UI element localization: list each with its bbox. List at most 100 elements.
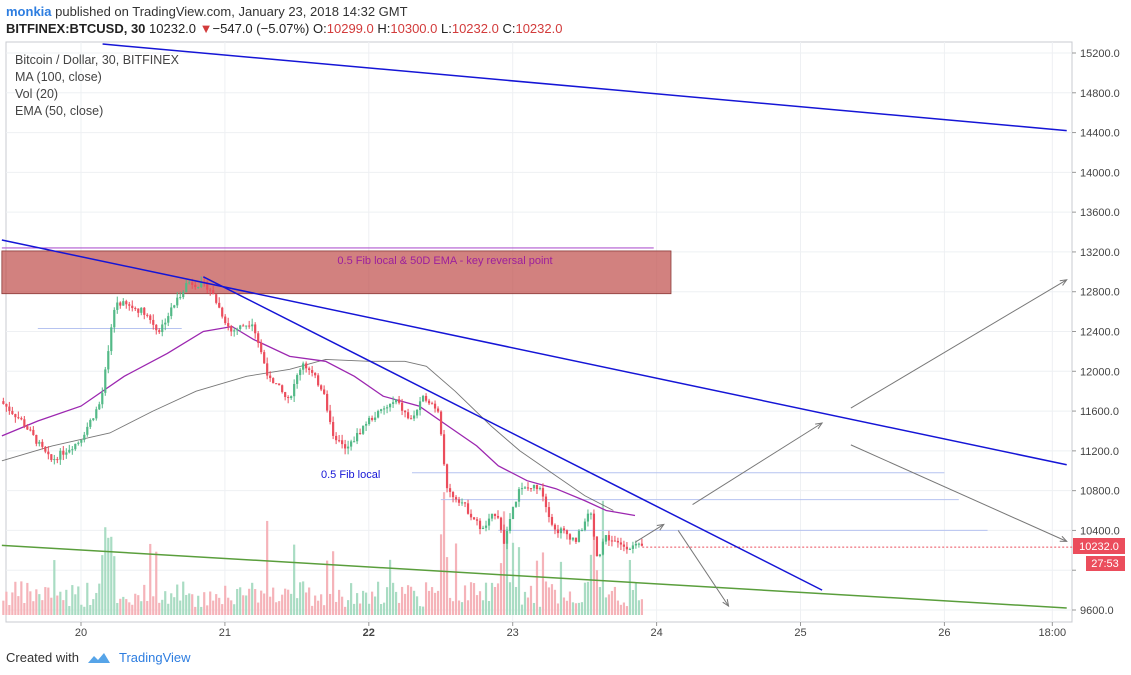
volume-bar: [311, 605, 314, 615]
volume-bar: [406, 585, 410, 615]
volume-bar: [290, 593, 293, 615]
volume-bar: [122, 596, 125, 615]
ohlc-low: 10232.0: [451, 21, 499, 36]
volume-bar: [95, 592, 98, 615]
candle-body: [86, 426, 89, 435]
x-tick-label: 21: [219, 627, 231, 639]
ohlc-high-label: H:: [377, 21, 391, 36]
candle-body: [499, 517, 503, 530]
volume-bar: [206, 605, 209, 615]
volume-bar: [388, 559, 392, 615]
volume-bar: [496, 583, 500, 615]
volume-bar: [281, 594, 284, 615]
ohlc-low-label: L:: [441, 21, 452, 36]
volume-bar: [433, 592, 437, 615]
candle-body: [415, 410, 419, 416]
candle-body: [571, 537, 575, 540]
candle-body: [5, 403, 8, 407]
volume-bar: [32, 601, 35, 615]
volume-bar: [242, 595, 245, 615]
candle-body: [424, 395, 428, 401]
y-tick-label: 14800.0: [1080, 88, 1120, 100]
volume-bar: [149, 543, 152, 615]
candle-body: [41, 441, 44, 447]
price-tag-bg: [1073, 538, 1125, 554]
x-tick-label: 26: [938, 627, 950, 639]
candle-body: [26, 426, 29, 430]
arrow-line: [850, 444, 1067, 542]
candle-body: [436, 408, 440, 412]
candle-body: [362, 425, 365, 434]
volume-bar: [227, 597, 230, 615]
candle-body: [442, 434, 446, 465]
tradingview-link[interactable]: TradingView: [118, 650, 191, 665]
candle-body: [290, 396, 293, 398]
time-axis[interactable]: 20 21 22 23 24 25 26 18:00: [75, 622, 1066, 639]
volume-bar: [92, 599, 95, 615]
candle-body: [472, 517, 476, 520]
volume-bar: [170, 593, 173, 615]
tradingview-logo-icon[interactable]: [87, 651, 111, 665]
x-tick-label: 25: [794, 627, 806, 639]
volume-bar: [595, 570, 599, 615]
symbol-info-bar: BITFINEX:BTCUSD, 30 10232.0 ▼−547.0 (−5.…: [6, 21, 562, 36]
candle-body: [332, 421, 335, 436]
volume-bar: [8, 605, 11, 615]
candle-body: [463, 502, 467, 504]
volume-bar: [466, 600, 470, 615]
candle-body: [320, 385, 323, 390]
volume-bar: [335, 601, 338, 615]
volume-bar: [379, 604, 383, 615]
candle-body: [230, 326, 233, 332]
y-tick-label: 12400.0: [1080, 327, 1120, 339]
candle-body: [89, 420, 92, 427]
volume-bar: [254, 589, 257, 615]
volume-bar: [167, 603, 170, 615]
volume-bar: [544, 581, 548, 615]
volume-bar: [634, 582, 638, 615]
y-tick-label: 15200.0: [1080, 48, 1120, 60]
candle-body: [272, 378, 275, 384]
trendline-short: [202, 276, 823, 591]
volume-bar: [472, 583, 476, 615]
volume-bar: [469, 582, 473, 615]
volume-bar: [89, 604, 92, 615]
legend-vol: Vol (20): [15, 87, 58, 101]
candle-body: [595, 536, 599, 557]
candle-body: [221, 307, 224, 317]
volume-bar: [314, 595, 317, 615]
candle-body: [110, 327, 113, 352]
volume-bar: [218, 597, 221, 615]
candle-body: [263, 352, 266, 364]
candle-body: [559, 528, 563, 534]
volume-bar: [460, 602, 464, 615]
volume-bar: [478, 591, 482, 615]
candle-body: [445, 464, 449, 489]
price-tag-value: 10232.0: [1079, 541, 1119, 553]
y-tick-label: 13200.0: [1080, 247, 1120, 259]
volume-bar: [47, 587, 50, 615]
candle-body: [526, 487, 530, 489]
candle-body: [577, 530, 581, 542]
candle-body: [155, 324, 158, 331]
candle-body: [152, 319, 155, 325]
price-axis[interactable]: 9600.0 10400.0 10800.0 11200.0 11600.0 12000.…: [1072, 48, 1120, 617]
candle-body: [224, 316, 227, 324]
volume-bar: [332, 551, 335, 615]
candle-body: [469, 513, 473, 518]
volume-bar: [326, 560, 329, 615]
volume-bar: [376, 581, 380, 615]
volume-bar: [287, 589, 290, 615]
arrow-head: [1059, 279, 1068, 286]
x-tick-label: 18:00: [1039, 627, 1067, 639]
author-name[interactable]: monkia: [6, 4, 52, 19]
volume-bar: [44, 587, 47, 615]
arrow-line: [692, 422, 823, 505]
volume-bar: [499, 563, 503, 615]
last-price: 10232.0: [149, 21, 197, 36]
candle-body: [83, 434, 86, 440]
volume-bar: [197, 595, 200, 615]
volume-bar: [251, 582, 254, 615]
candle-body: [353, 441, 356, 443]
